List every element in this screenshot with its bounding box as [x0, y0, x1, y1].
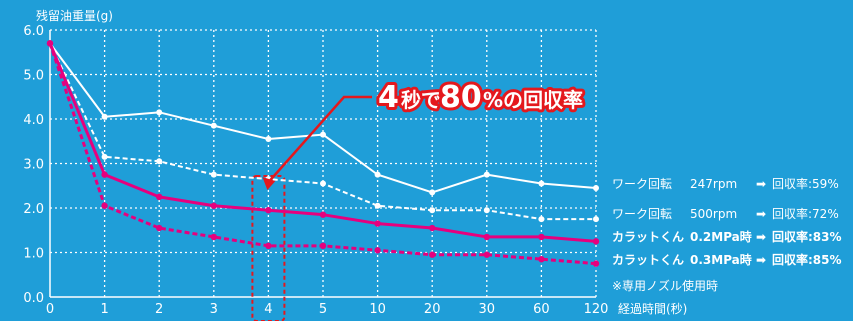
x-tick-label: 4	[264, 302, 272, 317]
y-tick-label: 0.0	[23, 291, 44, 306]
annotation-number-percent: 80	[440, 80, 482, 115]
legend-condition: 247rpm	[690, 177, 738, 191]
data-point	[319, 242, 327, 250]
data-point	[101, 113, 108, 120]
y-tick-label: 2.0	[23, 202, 44, 217]
data-point	[593, 216, 599, 223]
legend-name: ワーク回転	[612, 207, 673, 221]
x-tick-label: 120	[584, 302, 609, 317]
data-point	[210, 122, 217, 129]
data-point	[265, 242, 272, 250]
annotation-number-percent-outline: 80	[440, 80, 482, 115]
y-axis-title: 残留油重量(g)	[36, 9, 113, 23]
x-tick-label: 1	[100, 302, 108, 317]
data-point	[210, 171, 217, 178]
legend-entry-0.2mpa: カラットくん 0.2MPa時 ➡ 回収率:83%	[612, 230, 842, 244]
legend-result: 回収率:72%	[772, 207, 839, 221]
legend-condition: 500rpm	[690, 207, 738, 221]
annotation-number-seconds-outline: 4	[378, 80, 399, 115]
data-point	[538, 216, 545, 223]
x-axis-title: 経過時間(秒)	[618, 302, 687, 316]
x-tick-label: 0	[46, 302, 54, 317]
legend-condition: 0.2MPa時	[690, 230, 752, 244]
legend-entry-247rpm: ワーク回転 247rpm ➡ 回収率:59%	[612, 177, 839, 191]
x-tick-label: 3	[210, 302, 218, 317]
data-point	[592, 238, 600, 245]
x-tick-label: 60	[533, 302, 550, 317]
annotation-text-seconds: 秒で	[401, 88, 441, 112]
right-arrow-icon: ➡	[756, 177, 767, 191]
data-point	[265, 207, 272, 214]
y-tick-label: 3.0	[23, 158, 44, 173]
y-tick-label: 4.0	[23, 113, 44, 128]
footnote: ※専用ノズル使用時	[612, 279, 719, 293]
legend-entry-500rpm: ワーク回転 500rpm ➡ 回収率:72%	[612, 207, 839, 221]
legend-name: ワーク回転	[612, 177, 673, 191]
y-tick-label: 1.0	[23, 247, 44, 262]
data-point	[210, 202, 217, 209]
data-point	[46, 40, 54, 47]
data-point	[265, 136, 272, 143]
y-tick-label: 5.0	[23, 69, 44, 84]
data-point	[538, 255, 545, 263]
legend-name: カラットくん	[612, 230, 685, 244]
data-point	[483, 207, 490, 214]
y-tick-label: 6.0	[23, 24, 44, 39]
data-point	[483, 171, 490, 178]
data-point	[592, 260, 600, 267]
callout-arrowhead	[262, 177, 276, 190]
legend-name: カラットくん	[612, 253, 685, 267]
right-arrow-icon: ➡	[756, 253, 767, 267]
data-point	[156, 193, 163, 201]
callout-line	[269, 95, 372, 181]
legend-result: 回収率:59%	[772, 177, 839, 191]
data-point	[374, 220, 381, 227]
data-point	[319, 211, 327, 218]
x-tick-label: 20	[424, 302, 441, 317]
x-tick-label: 30	[479, 302, 496, 317]
x-tick-label: 5	[319, 302, 327, 317]
data-point	[538, 233, 545, 241]
legend-entry-0.3mpa: カラットくん 0.3MPa時 ➡ 回収率:85%	[612, 253, 842, 267]
data-point	[320, 180, 326, 187]
data-point	[429, 189, 436, 196]
data-point	[429, 251, 436, 258]
right-arrow-icon: ➡	[756, 230, 767, 244]
data-point	[156, 158, 163, 165]
data-point	[483, 251, 490, 258]
data-point	[374, 247, 381, 254]
data-point	[374, 171, 381, 178]
x-tick-label: 2	[155, 302, 163, 317]
data-point	[320, 131, 326, 138]
annotation-text-recovery-outline: %の回収率	[483, 88, 583, 112]
annotation-number-seconds: 4	[378, 80, 399, 115]
highlight-box	[251, 175, 286, 321]
legend-result: 回収率:85%	[772, 253, 842, 267]
legend-condition: 0.3MPa時	[690, 253, 752, 267]
right-arrow-icon: ➡	[756, 207, 767, 221]
x-tick-label: 10	[369, 302, 386, 317]
data-point	[538, 180, 545, 187]
data-point	[156, 109, 163, 116]
data-point	[429, 224, 436, 232]
data-point	[156, 224, 163, 232]
data-point	[593, 184, 599, 191]
annotation-text-seconds-outline: 秒で	[401, 88, 441, 112]
annotation-text-recovery: %の回収率	[483, 88, 583, 112]
data-point	[101, 202, 108, 209]
data-point	[429, 207, 436, 214]
data-point	[483, 233, 490, 241]
legend-result: 回収率:83%	[772, 230, 842, 244]
data-point	[101, 153, 108, 160]
data-point	[101, 171, 108, 178]
data-point	[374, 202, 381, 209]
data-point	[210, 233, 217, 241]
